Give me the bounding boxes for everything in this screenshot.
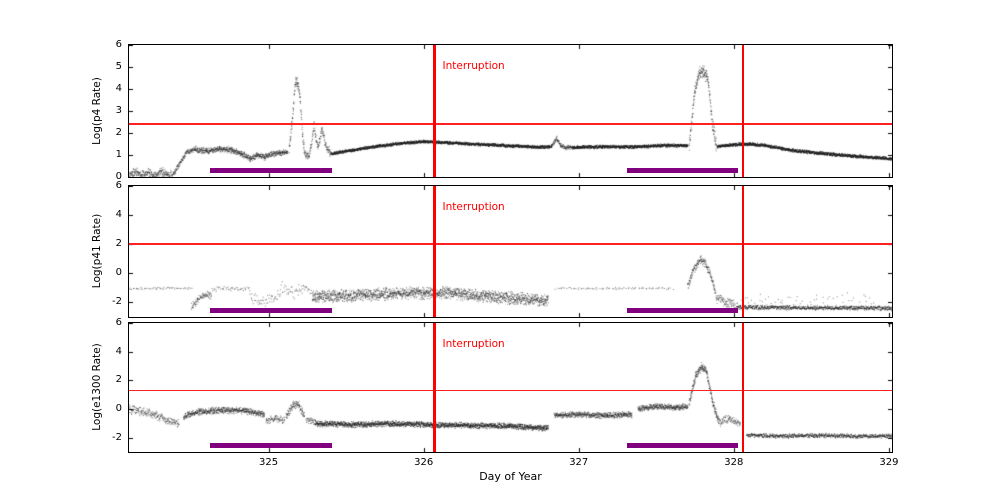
interruption-label: Interruption (442, 201, 505, 213)
scatter-canvas-0 (129, 45, 892, 177)
interruption-line-0 (433, 323, 436, 452)
coverage-bar-1 (626, 308, 739, 313)
y-tick-label: 0 (115, 171, 122, 182)
coverage-bar-0 (209, 308, 333, 313)
y-tick-label: 5 (115, 61, 122, 72)
y-tick-label: -2 (112, 296, 122, 308)
x-tick-label: 327 (569, 457, 589, 468)
x-tick-label: 329 (879, 457, 899, 468)
interruption-line-1 (741, 323, 745, 452)
y-tick-label: 2 (115, 374, 122, 386)
interruption-label: Interruption (442, 338, 505, 350)
y-tick-label: 4 (115, 209, 122, 221)
y-tick-label: -2 (112, 431, 122, 443)
interruption-label: Interruption (442, 60, 505, 72)
y-tick-label: 6 (115, 317, 122, 328)
panel-p4-rate: Interruption (128, 44, 893, 178)
y-tick-label: 3 (115, 105, 122, 116)
x-tick-label: 325 (259, 457, 279, 468)
x-axis-label: Day of Year (479, 470, 542, 483)
coverage-bar-1 (626, 443, 739, 448)
x-tick-label: 328 (724, 457, 744, 468)
y-tick-label: 1 (115, 149, 122, 160)
y-tick-label: 0 (115, 403, 122, 414)
y-tick-label: 2 (115, 238, 122, 250)
threshold-line (129, 243, 892, 245)
threshold-line (129, 389, 892, 392)
coverage-bar-0 (209, 443, 333, 448)
interruption-line-1 (741, 45, 745, 177)
panel-e1300-rate: Interruption (128, 322, 893, 453)
coverage-bar-0 (209, 168, 333, 173)
panel-p41-rate: Interruption (128, 185, 893, 318)
interruption-line-1 (741, 186, 745, 317)
y-tick-label: 6 (115, 39, 122, 50)
y-tick-label: 2 (115, 127, 122, 138)
y-tick-label: 4 (115, 345, 122, 357)
threshold-line (129, 123, 892, 125)
y-tick-label: 4 (115, 83, 122, 94)
scatter-canvas-2 (129, 323, 892, 452)
coverage-bar-1 (626, 168, 739, 173)
scatter-canvas-1 (129, 186, 892, 317)
interruption-line-0 (433, 45, 436, 177)
interruption-line-0 (433, 186, 436, 317)
y-tick-label: 0 (115, 267, 122, 279)
y-tick-label: 6 (115, 180, 122, 191)
x-tick-label: 326 (414, 457, 434, 468)
